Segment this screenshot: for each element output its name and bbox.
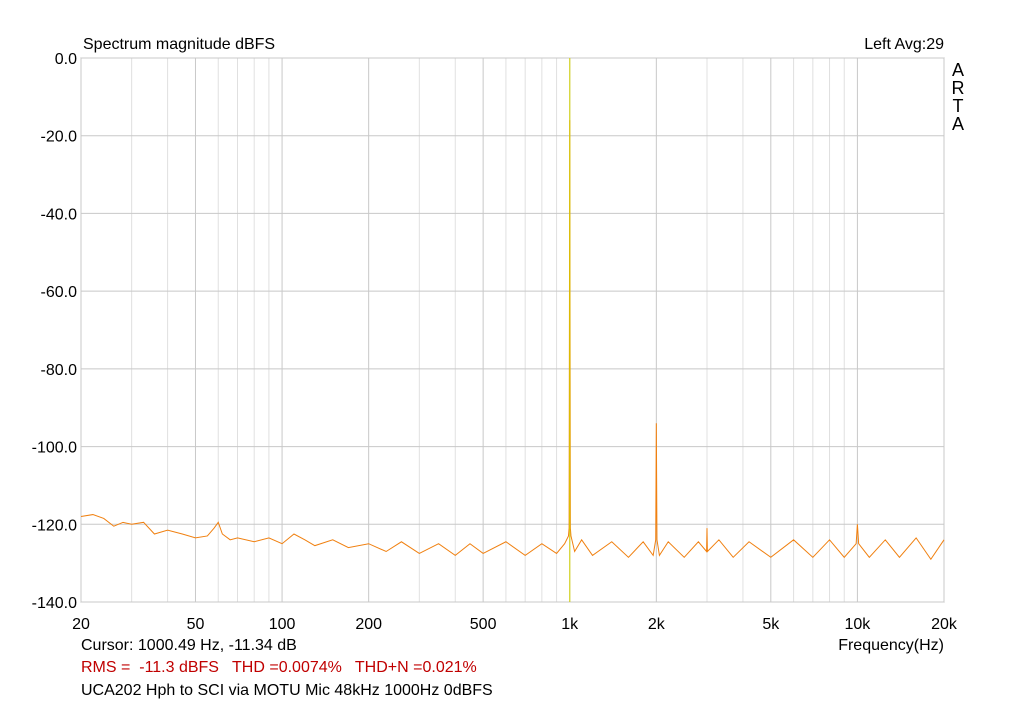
x-tick-label: 10k [845, 616, 872, 633]
description: UCA202 Hph to SCI via MOTU Mic 48kHz 100… [81, 682, 493, 699]
y-tick-label: -140.0 [32, 595, 77, 612]
x-tick-label: 500 [470, 616, 497, 633]
x-tick-label: 2k [648, 616, 666, 633]
x-tick-label: 1k [561, 616, 579, 633]
channel-info: Left Avg:29 [864, 36, 944, 53]
x-tick-label: 5k [762, 616, 780, 633]
chart-title: Spectrum magnitude dBFS [83, 36, 275, 53]
y-tick-label: -20.0 [41, 129, 78, 146]
x-axis-label: Frequency(Hz) [838, 637, 944, 654]
plot-area [80, 57, 945, 603]
y-tick-label: -40.0 [41, 206, 78, 223]
spectrum-line [80, 120, 945, 561]
x-tick-label: 20 [72, 616, 90, 633]
measurements: RMS = -11.3 dBFS THD =0.0074% THD+N =0.0… [81, 659, 477, 676]
y-tick-label: -80.0 [41, 362, 78, 379]
x-tick-label: 50 [187, 616, 205, 633]
cursor-readout: Cursor: 1000.49 Hz, -11.34 dB [81, 637, 297, 654]
x-tick-label: 100 [269, 616, 296, 633]
y-tick-label: -100.0 [32, 440, 77, 457]
y-tick-label: -120.0 [32, 517, 77, 534]
x-tick-label: 20k [931, 616, 958, 633]
y-tick-label: 0.0 [55, 51, 77, 68]
x-tick-label: 200 [355, 616, 382, 633]
brand: ARTA [948, 60, 968, 132]
y-tick-label: -60.0 [41, 284, 78, 301]
